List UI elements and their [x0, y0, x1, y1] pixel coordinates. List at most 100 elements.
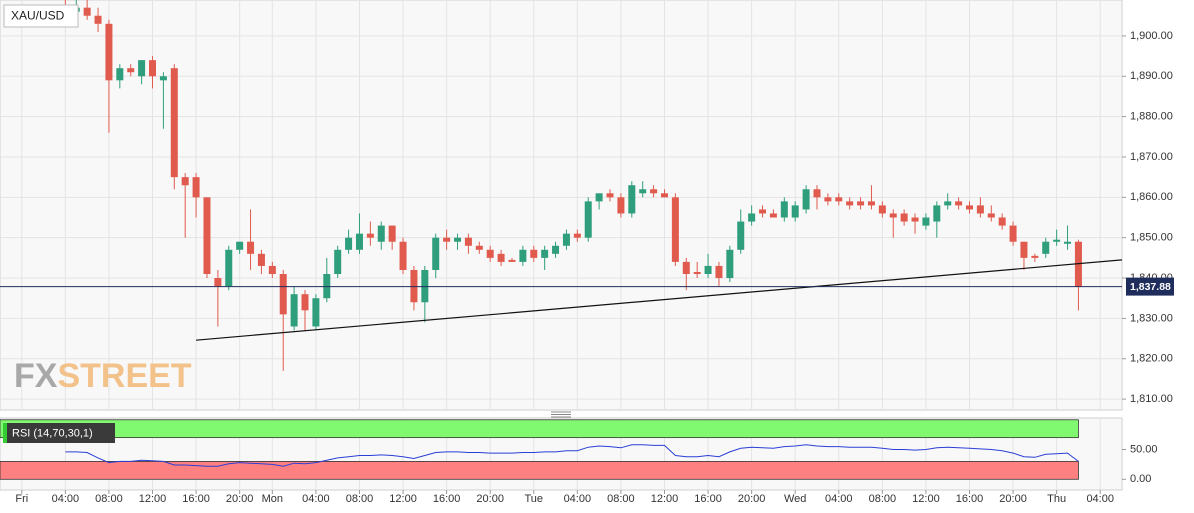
candle-body	[987, 213, 995, 218]
candle-body	[867, 201, 875, 206]
candle-body	[508, 259, 516, 262]
candle-body	[486, 249, 494, 258]
title-box	[3, 4, 79, 28]
candle-body	[334, 249, 342, 275]
x-tick-label: 16:00	[956, 493, 984, 505]
x-tick-label: Thu	[1047, 493, 1066, 505]
candle-body	[519, 249, 527, 262]
candle-body	[105, 23, 113, 81]
y-tick-label: 1,870.00	[1130, 151, 1173, 163]
candle-body	[878, 205, 886, 214]
candle-body	[236, 241, 244, 250]
candle-body	[628, 185, 636, 214]
x-tick-label: 12:00	[139, 493, 167, 505]
x-tick-label: 16:00	[694, 493, 722, 505]
x-tick-label: 04:00	[52, 493, 80, 505]
main-plot-bg	[0, 0, 1123, 411]
candle-body	[693, 271, 701, 275]
candle-body	[1009, 225, 1017, 242]
candle-body	[541, 249, 549, 258]
candle-body	[464, 237, 472, 246]
candle-body	[116, 68, 124, 81]
rsi-y-tick-label: 0.00	[1130, 473, 1151, 485]
candle-body	[1020, 241, 1028, 258]
y-tick-label: 1,850.00	[1130, 232, 1173, 244]
candle-body	[192, 177, 200, 198]
candle-body	[355, 233, 363, 250]
candle-body	[530, 249, 538, 258]
candle-body	[846, 201, 854, 206]
candle-body	[1031, 255, 1039, 258]
rsi-title: RSI (14,70,30,1)	[12, 427, 93, 439]
candle-body	[748, 213, 756, 222]
candle-body	[388, 225, 396, 242]
candle-body	[138, 60, 146, 77]
candle-body	[83, 7, 91, 16]
rsi-title-box	[3, 423, 115, 443]
candle-body	[301, 294, 309, 311]
y-tick-label: 1,820.00	[1130, 353, 1173, 365]
candle-body	[552, 245, 560, 254]
candle-body	[965, 205, 973, 210]
y-tick-label: 1,830.00	[1130, 312, 1173, 324]
axes: Fri 04:00 08:00 12:00 16:00 20:00 Mon 04:00 08:0…	[15, 30, 1174, 505]
x-tick-label: 08:00	[869, 493, 897, 505]
last-price-box	[1126, 277, 1174, 296]
candle-body	[454, 237, 462, 242]
candle-body	[225, 249, 233, 287]
x-tick-label: 12:00	[389, 493, 417, 505]
x-tick-label: 20:00	[738, 493, 766, 505]
candle-body	[1064, 241, 1072, 244]
watermark: FXSTREET	[14, 357, 192, 395]
x-tick-label: 04:00	[1086, 493, 1114, 505]
candle-body	[257, 253, 265, 266]
x-tick-label: Tue	[524, 493, 543, 505]
candle-body	[279, 274, 287, 315]
watermark-street: STREET	[57, 357, 191, 395]
splitter-handle	[551, 411, 571, 418]
candle-body	[203, 197, 211, 275]
candle-body	[835, 197, 843, 202]
candle-body	[824, 197, 832, 202]
candle-body	[911, 217, 919, 222]
rsi-band	[0, 461, 1079, 480]
candle-body	[671, 197, 679, 262]
x-tick-label: 08:00	[95, 493, 123, 505]
candle-body	[595, 193, 603, 202]
candle-body	[497, 253, 505, 262]
candle-body	[813, 189, 821, 198]
candle-body	[704, 265, 712, 275]
x-tick-label: 16:00	[433, 493, 461, 505]
candle-body	[639, 189, 647, 194]
candle-body	[312, 298, 320, 327]
rsi-y-tick-label: 50.00	[1130, 443, 1158, 455]
candle-body	[377, 225, 385, 242]
candle-body	[247, 241, 255, 254]
candle-body	[170, 68, 178, 178]
candle-body	[268, 265, 276, 275]
x-tick-label: Fri	[15, 493, 28, 505]
candle-body	[933, 205, 941, 222]
candle-body	[432, 237, 440, 270]
candle-body	[682, 261, 690, 275]
candle-body	[94, 15, 102, 24]
candle-body	[900, 213, 908, 222]
candle-body	[127, 68, 135, 73]
candle-body	[606, 193, 614, 198]
candle-body	[214, 278, 222, 287]
candle-body	[617, 197, 625, 214]
candle-body	[922, 217, 930, 226]
candle-body	[889, 213, 897, 218]
candle-body	[399, 241, 407, 270]
candle-body	[443, 237, 451, 242]
candle-body	[802, 189, 810, 210]
candle-body	[573, 233, 581, 238]
watermark-fx: FX	[14, 357, 58, 395]
x-tick-label: 04:00	[302, 493, 330, 505]
rsi-plot	[0, 419, 1079, 480]
x-tick-label: 20:00	[226, 493, 254, 505]
candle-body	[715, 265, 723, 279]
candle-body	[726, 249, 734, 279]
candle-body	[366, 233, 374, 238]
